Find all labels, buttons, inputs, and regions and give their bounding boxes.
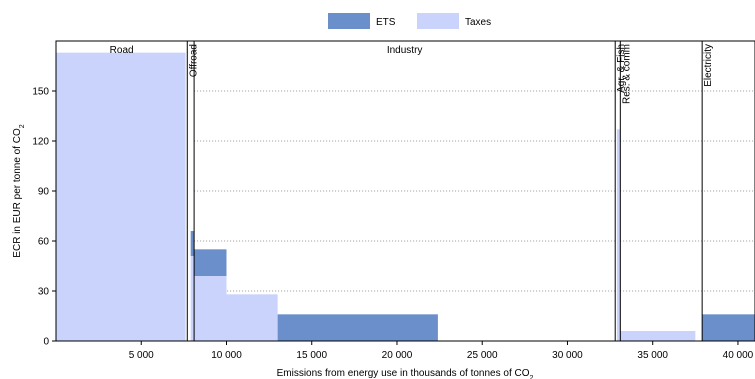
legend-ets-swatch [328, 13, 370, 29]
bar-ets-8 [702, 314, 755, 341]
bar-taxes-3 [194, 276, 227, 341]
bars [56, 52, 755, 342]
x-tick-label: 15 000 [296, 350, 327, 361]
y-tick-label: 60 [38, 237, 50, 248]
legend-ets-label: ETS [376, 17, 396, 28]
x-tick-label: 20 000 [382, 350, 413, 361]
y-axis-title: ECR in EUR per tonne of CO2 [12, 124, 26, 258]
bar-ets-3 [194, 249, 227, 276]
legend: ETS Taxes [328, 13, 491, 29]
x-axis-ticks: 5 000 10 000 15 000 20 000 25 000 30 000 35 00… [129, 341, 754, 361]
y-tick-label: 90 [38, 187, 50, 198]
bar-taxes-2 [190, 256, 195, 341]
sector-label-3: Agr. & Fish [616, 44, 627, 93]
y-tick-label: 120 [32, 137, 49, 148]
legend-taxes-label: Taxes [465, 17, 491, 28]
sector-lines [186, 41, 703, 341]
x-tick-label: 35 000 [637, 350, 668, 361]
x-tick-label: 5 000 [129, 350, 154, 361]
y-axis-ticks: 0 30 60 90 120 150 [32, 87, 56, 348]
y-tick-label: 150 [32, 87, 49, 98]
x-tick-label: 40 000 [723, 350, 754, 361]
bar-taxes-6 [616, 129, 621, 341]
x-tick-label: 25 000 [467, 350, 498, 361]
x-axis-title: Emissions from energy use in thousands o… [277, 368, 534, 379]
sector-label-1: Offroad [188, 44, 199, 77]
y-tick-label: 0 [43, 337, 49, 348]
sector-label-2: Industry [387, 45, 423, 56]
y-tick-label: 30 [38, 287, 50, 298]
gridlines [194, 90, 755, 292]
bar-taxes-7 [620, 331, 696, 341]
bar-ets-2 [190, 231, 195, 256]
bar-taxes-0 [56, 52, 186, 342]
legend-taxes-swatch [417, 13, 459, 29]
sector-label-4: Res. & comm [621, 44, 632, 104]
x-tick-label: 30 000 [552, 350, 583, 361]
sector-label-0: Road [110, 45, 134, 56]
sector-label-5: Electricity [703, 44, 714, 87]
bar-ets-5 [277, 314, 438, 341]
x-tick-label: 10 000 [211, 350, 242, 361]
bar-taxes-4 [226, 294, 278, 341]
